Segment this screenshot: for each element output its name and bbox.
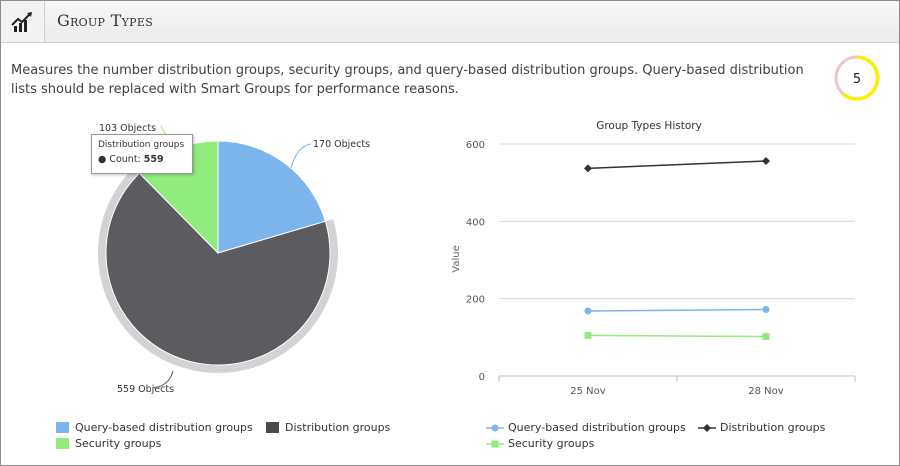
y-tick-labels: 0 200 400 600 (466, 140, 485, 383)
widget-header: Group Types (1, 1, 899, 43)
line-legend-item-distribution[interactable]: Distribution groups (698, 421, 825, 434)
pie-connector-distribution (152, 370, 174, 389)
pie-label-query: 170 Objects (313, 139, 370, 150)
pie-label-distribution: 559 Objects (117, 384, 174, 395)
x-tick-label: 25 Nov (570, 386, 606, 397)
page-title: Group Types (57, 11, 154, 30)
legend-swatch (266, 422, 279, 433)
pie-slice-query[interactable] (217, 140, 327, 254)
pie-legend-item-distribution[interactable]: Distribution groups (266, 421, 390, 434)
tooltip-count-label: Count: (109, 154, 141, 165)
line-series (584, 157, 770, 341)
grid-lines (499, 143, 855, 377)
line-legend-item-query[interactable]: Query-based distribution groups (486, 421, 686, 434)
legend-label: Security groups (508, 437, 595, 450)
legend-square-icon (486, 440, 504, 447)
score-badge: 5 (833, 54, 881, 102)
trend-chart-icon[interactable] (1, 1, 45, 42)
y-tick-label: 200 (466, 295, 485, 306)
legend-label: Security groups (75, 437, 162, 450)
legend-label: Distribution groups (720, 421, 826, 434)
widget-description: Measures the number distribution groups,… (11, 63, 804, 97)
pie-legend-item-query[interactable]: Query-based distribution groups (56, 421, 253, 434)
y-tick-label: 0 (479, 372, 485, 383)
legend-label: Query-based distribution groups (75, 421, 253, 434)
series-line-1 (587, 308, 767, 312)
tooltip-series-name: Distribution groups (98, 140, 185, 150)
line-legend: Query-based distribution groups Distribu… (486, 421, 886, 457)
pie-tooltip: Distribution groups ● Count: 559 (91, 134, 193, 174)
data-point[interactable] (762, 305, 770, 313)
data-point[interactable] (584, 331, 592, 339)
series-line-3 (587, 334, 767, 338)
y-tick-label: 400 (466, 217, 485, 228)
pie-slices (98, 140, 338, 373)
legend-circle-icon (486, 424, 504, 431)
legend-diamond-icon (698, 423, 716, 432)
series-line-2 (587, 160, 767, 170)
data-point[interactable] (584, 307, 592, 315)
data-point[interactable] (762, 157, 770, 166)
tooltip-count-value: 559 (143, 154, 164, 165)
pie-chart: 103 Objects 170 Objects 559 Objects (98, 123, 370, 395)
legend-label: Distribution groups (285, 421, 391, 434)
score-ring-arc (841, 55, 880, 101)
legend-swatch (56, 438, 69, 449)
pie-slice-distribution[interactable] (105, 172, 331, 366)
pie-label-security: 103 Objects (99, 123, 156, 134)
pie-legend-item-security[interactable]: Security groups (56, 437, 161, 450)
score-value: 5 (853, 72, 861, 87)
data-point[interactable] (584, 164, 592, 173)
tooltip-bullet-icon: ● (98, 154, 107, 165)
line-chart-title: Group Types History (596, 120, 702, 132)
legend-label: Query-based distribution groups (508, 421, 686, 434)
history-line-chart: Group Types History Value 0 200 400 600 25 … (451, 120, 856, 397)
data-point[interactable] (762, 333, 770, 341)
x-tick-labels: 25 Nov 28 Nov (498, 376, 856, 397)
pie-connector-query (290, 143, 312, 169)
y-axis-label: Value (451, 245, 462, 272)
legend-swatch (56, 422, 69, 433)
y-tick-label: 600 (466, 140, 485, 151)
x-tick-label: 28 Nov (748, 386, 784, 397)
line-legend-item-security[interactable]: Security groups (486, 437, 594, 450)
pie-legend: Query-based distribution groups Distribu… (56, 421, 436, 457)
